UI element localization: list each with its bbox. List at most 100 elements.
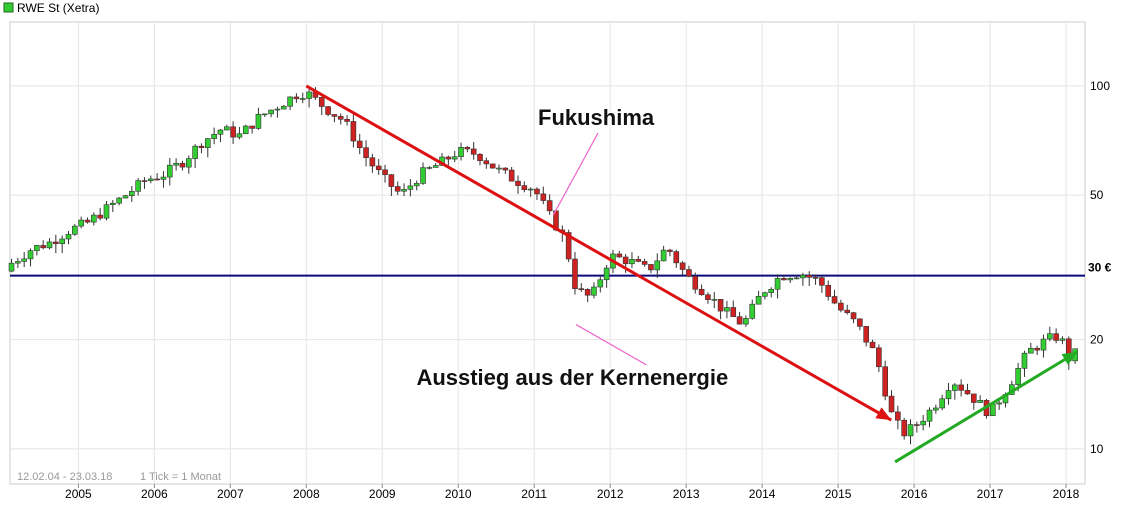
date-range-label: 12.02.04 - 23.03.18 — [17, 471, 112, 483]
annotation-ausstieg: Ausstieg aus der Kernenergie — [416, 365, 728, 390]
candle-up — [21, 258, 27, 262]
candle-up — [749, 303, 756, 319]
candle-down — [584, 289, 591, 296]
candle-up — [268, 109, 274, 115]
candle-up — [724, 307, 730, 312]
candle-up — [103, 204, 110, 219]
candle-up — [72, 225, 78, 235]
x-tick-label: 2012 — [597, 487, 624, 501]
x-tick-label: 2017 — [977, 487, 1004, 501]
annotation-leader-line — [575, 324, 647, 366]
candle-down — [546, 200, 553, 212]
candle-down — [850, 312, 857, 320]
candle-up — [787, 278, 794, 281]
candle-down — [698, 288, 705, 296]
candle-down — [477, 153, 483, 161]
x-tick-label: 2015 — [825, 487, 852, 501]
candle-down — [825, 285, 832, 297]
x-tick-label: 2010 — [445, 487, 472, 501]
candle-up — [793, 277, 800, 280]
candle-up — [287, 96, 293, 107]
legend-swatch — [3, 2, 14, 13]
annotations: Fukushima Ausstieg aus der Kernenergie — [414, 103, 730, 392]
candle-down — [318, 97, 325, 107]
candle-up — [204, 138, 211, 148]
candle-up — [15, 261, 21, 264]
date-range-value: 12.02.04 - 23.03.18 — [17, 471, 112, 483]
candle-down — [838, 302, 844, 311]
candle-up — [768, 288, 775, 293]
candle-up — [306, 91, 312, 99]
candle-up — [920, 420, 926, 426]
candle-down — [692, 276, 699, 290]
candle-down — [895, 411, 901, 421]
candle-down — [622, 256, 629, 265]
annotation-fukushima: Fukushima — [538, 105, 655, 130]
candle-down — [325, 106, 331, 115]
plot-area — [9, 21, 1086, 485]
candle-up — [939, 398, 945, 409]
candle-up — [166, 164, 173, 178]
candle-up — [407, 185, 414, 190]
candle-up — [420, 167, 426, 184]
candle-down — [901, 419, 907, 437]
candle-down — [483, 160, 490, 165]
candle-up — [91, 214, 97, 223]
candle-down — [572, 258, 578, 289]
candle-down — [97, 214, 103, 219]
candle-down — [869, 341, 876, 349]
candle-down — [641, 261, 648, 265]
candle-down — [445, 156, 452, 160]
candle-up — [451, 156, 458, 160]
candle-up — [65, 233, 72, 240]
y-tick-label: 10 — [1090, 442, 1104, 456]
candle-up — [762, 292, 768, 297]
candle-up — [280, 105, 287, 110]
candle-down — [489, 163, 496, 169]
candle-up — [743, 318, 749, 325]
candle-down — [394, 186, 401, 192]
candle-up — [527, 188, 534, 191]
candle-down — [863, 326, 870, 343]
candle-down — [819, 277, 825, 286]
candle-down — [781, 278, 787, 281]
candle-up — [654, 260, 661, 271]
trend-up-line-arrowhead — [1061, 351, 1078, 365]
candle-down — [705, 294, 711, 300]
candle-down — [831, 296, 838, 304]
candle-down — [914, 424, 920, 426]
candle-down — [971, 393, 977, 403]
x-tick-label: 2016 — [901, 487, 928, 501]
x-tick-label: 2011 — [521, 487, 547, 501]
candle-up — [926, 409, 933, 422]
candle-down — [382, 169, 388, 175]
candle-down — [882, 366, 888, 397]
candle-up — [996, 402, 1002, 405]
candle-up — [46, 241, 53, 249]
candle-up — [660, 249, 667, 262]
candle-up — [223, 126, 230, 131]
candle-down — [958, 384, 964, 391]
y-tick-label: 100 — [1090, 79, 1110, 93]
trend-lines — [305, 84, 1079, 464]
candle-up — [129, 191, 135, 197]
candle-down — [673, 251, 680, 264]
x-tick-label: 2005 — [65, 487, 92, 501]
candle-down — [667, 249, 673, 252]
candle-up — [1028, 347, 1034, 354]
level-line-label: 30 € — [1088, 261, 1112, 275]
candle-up — [1021, 352, 1028, 369]
candle-down — [565, 232, 572, 260]
candle-up — [78, 219, 84, 227]
candle-down — [844, 309, 851, 313]
trend-down-line — [305, 84, 893, 422]
candle-up — [945, 390, 952, 400]
candle-down — [964, 390, 971, 395]
candle-down — [502, 167, 509, 171]
candle-down — [888, 395, 895, 413]
candle-up — [907, 424, 914, 437]
candle-up — [211, 133, 217, 139]
candle-up — [774, 278, 781, 290]
candle-up — [597, 279, 604, 288]
